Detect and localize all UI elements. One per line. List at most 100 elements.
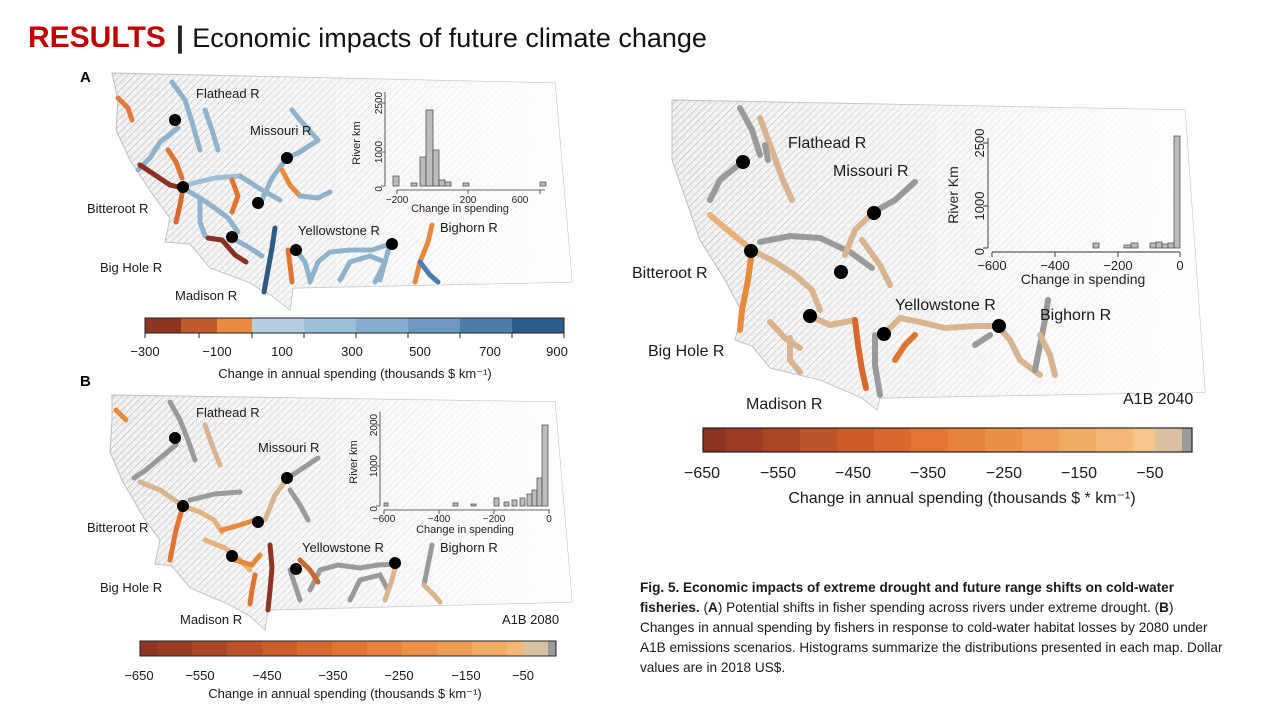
histogram-bar (419, 156, 427, 187)
panel-b: B (80, 373, 573, 701)
cbar-b-tick-0: −650 (124, 668, 153, 683)
figure-caption: Fig. 5. Economic impacts of extreme drou… (640, 580, 1223, 675)
cbar-c-tick-0: −650 (684, 465, 720, 482)
label-big-hole: Big Hole R (100, 580, 162, 595)
city-marker (877, 327, 891, 341)
label-missouri: Missouri R (250, 123, 311, 138)
hist-c-ylabel: River Km (945, 166, 961, 224)
label-bighorn: Bighorn R (440, 540, 498, 555)
panel-b-scenario: A1B 2080 (502, 612, 559, 627)
label-bitteroot: Bitteroot R (87, 520, 148, 535)
panel-b-histogram: 0 1000 2000 River km −600 −400 −200 0 Ch… (348, 412, 552, 536)
hist-c-xlabel: Change in spending (1021, 271, 1146, 287)
label-bitteroot: Bitteroot R (87, 201, 148, 216)
hist-a-xlabel: Change in spending (411, 203, 509, 215)
label-flathead: Flathead R (196, 405, 260, 420)
histogram-bar (1173, 135, 1181, 249)
caption-title: Fig. 5. Economic impacts of extreme drou… (640, 580, 1175, 615)
histogram-bar (1149, 242, 1157, 249)
histogram-bar (1123, 244, 1132, 249)
label-big-hole: Big Hole R (648, 343, 724, 360)
histogram-bar (438, 179, 446, 187)
panel-b-rivers (113, 399, 443, 613)
histogram-bar (452, 502, 459, 507)
cbar-b-tick-6: −50 (512, 668, 534, 683)
hist-c-xtick-2: −200 (1103, 258, 1132, 273)
cbar-c-tick-6: −50 (1136, 465, 1163, 482)
histogram-bar (1092, 242, 1100, 249)
panel-c-colorbar: −650 −550 −450 −350 −250 −150 −50 Change… (684, 427, 1193, 507)
caption-b-text: Changes in annual spending by fishers in… (640, 620, 1223, 675)
city-marker (803, 309, 817, 323)
label-big-hole: Big Hole R (100, 260, 162, 275)
histogram-bar (410, 182, 418, 187)
city-marker (169, 114, 181, 126)
histogram-bar (536, 477, 543, 507)
histogram-bar (1161, 243, 1169, 249)
panel-a-label: A (80, 69, 91, 86)
panel-c-histogram: 0 1000 2500 River Km −600 −400 −200 0 Ch… (945, 129, 1184, 287)
cbar-c-tick-1: −550 (760, 465, 796, 482)
cbar-a-label: Change in annual spending (thousands $ k… (218, 366, 492, 381)
label-bighorn: Bighorn R (1040, 307, 1111, 324)
hist-c-ytick-1: 1000 (972, 192, 987, 221)
cbar-a-tick-4: 500 (409, 344, 431, 359)
city-marker (744, 244, 758, 258)
hist-b-ytick-0: 0 (369, 506, 380, 512)
histogram-bars (392, 109, 547, 187)
hist-a-ytick-1: 1000 (374, 140, 385, 163)
histogram-bar (425, 109, 434, 187)
title-separator: | (175, 21, 185, 54)
hist-b-xtick-1: −400 (428, 514, 451, 525)
cbar-b-tick-4: −250 (384, 668, 413, 683)
histogram-bar (1155, 241, 1163, 249)
histogram-bar (493, 497, 500, 507)
panel-a-histogram: 0 1000 2500 River km −200 200 600 Change… (351, 91, 547, 215)
panel-c: Flathead R Missouri R Bitteroot R Yellow… (632, 99, 1206, 507)
cbar-a-tick-5: 700 (479, 344, 501, 359)
caption-b-marker: B (1159, 600, 1169, 615)
label-bitteroot: Bitteroot R (632, 265, 708, 282)
caption-a-marker: A (708, 600, 718, 615)
histogram-bar (539, 181, 547, 187)
label-bighorn: Bighorn R (440, 220, 498, 235)
cbar-c-tick-2: −450 (835, 465, 871, 482)
results-label: RESULTS (28, 21, 166, 54)
histogram-bar (470, 503, 477, 507)
histogram-bar (383, 502, 389, 507)
label-flathead: Flathead R (196, 86, 260, 101)
cbar-a-tick-3: 300 (341, 344, 363, 359)
cbar-a-tick-1: −100 (202, 344, 231, 359)
cbar-c-tick-5: −150 (1061, 465, 1097, 482)
panel-c-city-markers (736, 155, 1006, 341)
hist-c-xtick-1: −400 (1040, 258, 1069, 273)
hist-a-ylabel: River km (351, 121, 363, 164)
histogram-bar (1167, 242, 1175, 249)
cbar-a-tick-6: 900 (546, 344, 568, 359)
histogram-bars (383, 424, 549, 507)
cbar-c-tick-3: −350 (910, 465, 946, 482)
label-missouri: Missouri R (258, 440, 319, 455)
hist-b-xtick-3: 0 (546, 514, 552, 525)
label-madison: Madison R (180, 612, 242, 627)
histogram-bar (432, 149, 440, 187)
label-madison: Madison R (175, 288, 237, 303)
histogram-bar (526, 493, 533, 507)
label-yellowstone: Yellowstone R (895, 297, 996, 314)
histogram-bar (541, 424, 549, 507)
hist-b-ylabel: River km (348, 440, 360, 483)
hist-a-xtick-1: 200 (460, 195, 477, 206)
city-marker (177, 181, 189, 193)
city-marker (281, 152, 293, 164)
hist-b-xlabel: Change in spending (416, 524, 514, 536)
city-marker (252, 516, 264, 528)
hist-c-ytick-0: 0 (972, 248, 987, 255)
histogram-bar (519, 497, 526, 507)
histogram-bar (503, 501, 510, 507)
hist-c-ytick-2: 2500 (972, 129, 987, 158)
cbar-c-tick-4: −250 (986, 465, 1022, 482)
histogram-bar (444, 181, 452, 187)
city-marker (226, 550, 238, 562)
panel-b-city-markers (169, 432, 401, 575)
